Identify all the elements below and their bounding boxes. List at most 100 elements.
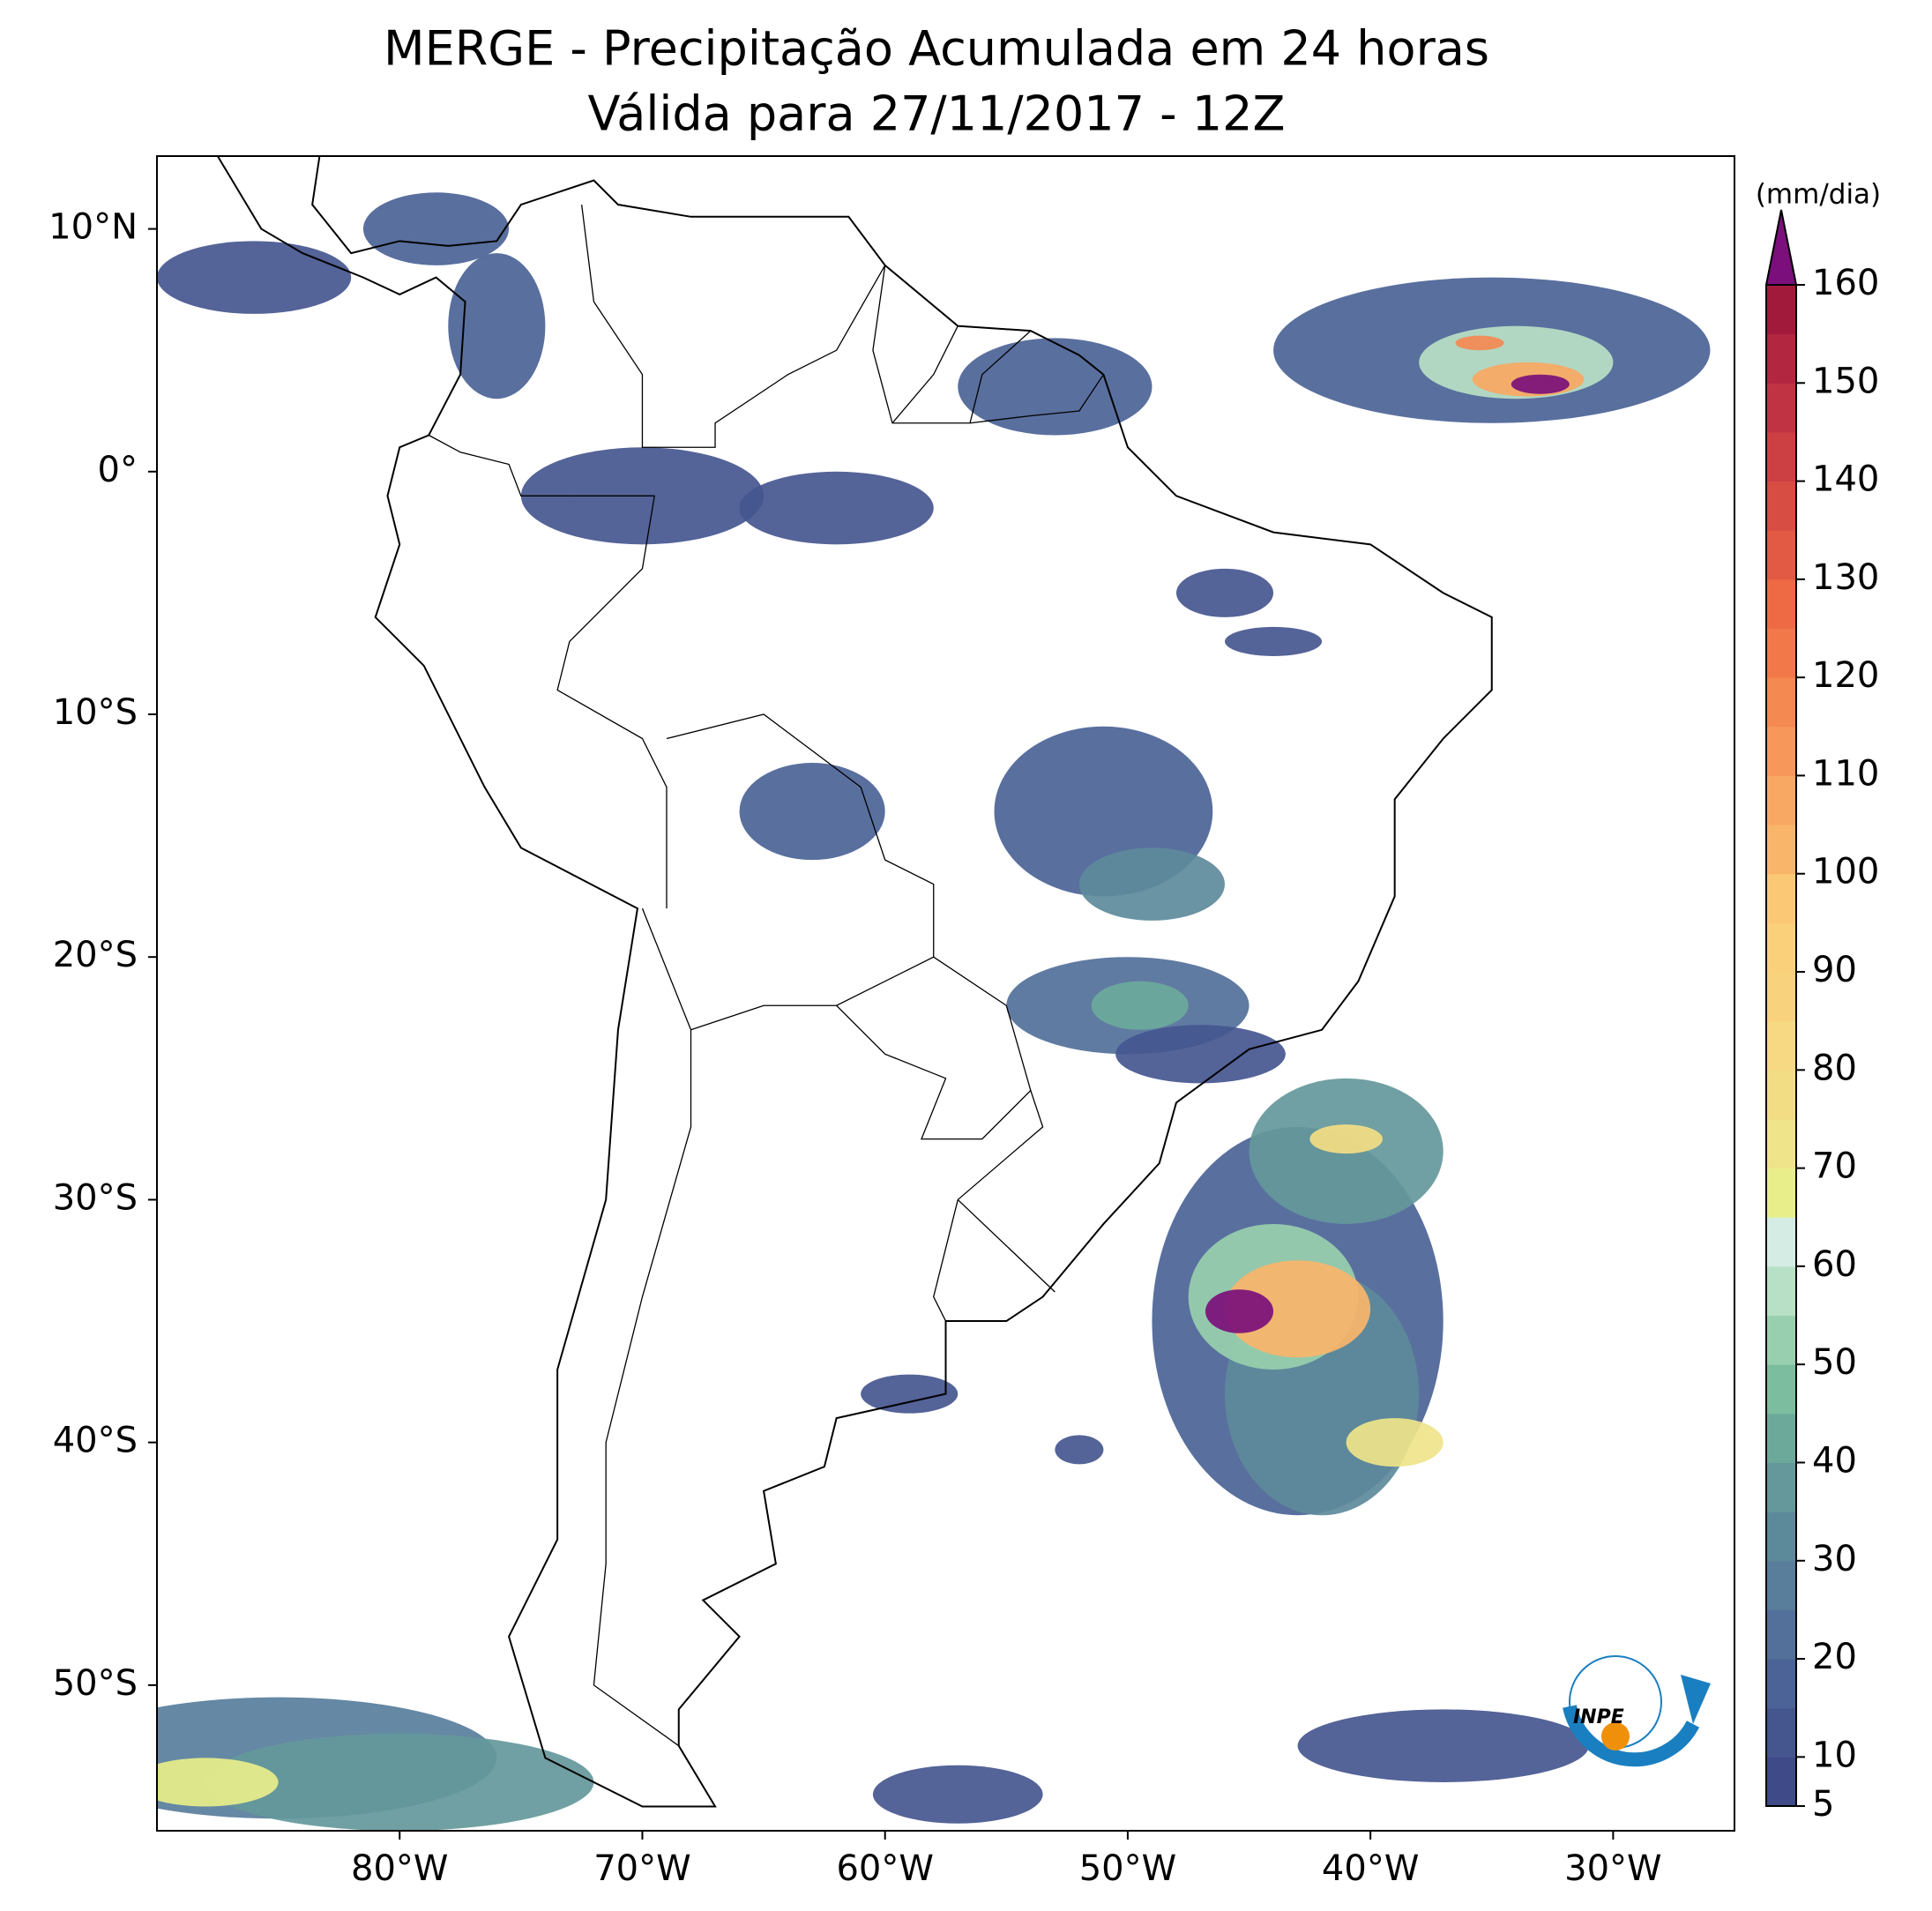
precip-area bbox=[739, 471, 934, 545]
border bbox=[933, 1090, 1044, 1322]
precip-area bbox=[1225, 1260, 1371, 1358]
colorbar-band bbox=[1766, 677, 1796, 728]
colorbar-unit: (mm/dia) bbox=[1756, 179, 1881, 211]
colorbar-band bbox=[1766, 1070, 1796, 1120]
precip-area bbox=[1205, 1289, 1274, 1333]
subtitle: Válida para 27/11/2017 - 12Z bbox=[588, 86, 1286, 142]
colorbar-band bbox=[1766, 333, 1796, 384]
colorbar-tick-label: 90 bbox=[1812, 950, 1857, 990]
logo-sun bbox=[1601, 1722, 1630, 1751]
colorbar-band bbox=[1766, 1168, 1796, 1218]
colorbar-tick-label: 50 bbox=[1812, 1342, 1857, 1383]
colorbar-tick-label: 10 bbox=[1812, 1735, 1857, 1775]
precip-area bbox=[1115, 1025, 1286, 1084]
title: MERGE - Precipitação Acumulada em 24 hor… bbox=[384, 21, 1489, 77]
border bbox=[891, 325, 959, 424]
colorbar-band bbox=[1766, 1707, 1796, 1758]
precip-area bbox=[1225, 626, 1323, 656]
border bbox=[666, 713, 935, 1031]
colorbar-band bbox=[1766, 1413, 1796, 1463]
logo-text: INPE bbox=[1573, 1706, 1624, 1728]
y-tick-label: 30°S bbox=[53, 1177, 138, 1218]
colorbar-tick-label: 20 bbox=[1812, 1637, 1857, 1677]
colorbar-band bbox=[1766, 972, 1796, 1022]
colorbar-band bbox=[1766, 922, 1796, 973]
y-tick-label: 20°S bbox=[53, 935, 138, 975]
y-tick-label: 10°N bbox=[48, 207, 138, 248]
colorbar-tick-label: 5 bbox=[1812, 1784, 1834, 1825]
colorbar-tick-label: 150 bbox=[1812, 361, 1879, 401]
x-tick-label: 60°W bbox=[836, 1848, 933, 1889]
colorbar-tick-label: 110 bbox=[1812, 753, 1879, 794]
y-tick-label: 10°S bbox=[53, 692, 138, 733]
colorbar-band bbox=[1766, 579, 1796, 630]
y-tick-label: 40°S bbox=[53, 1421, 138, 1461]
colorbar-band bbox=[1766, 1118, 1796, 1169]
border bbox=[872, 265, 1104, 424]
precip-area bbox=[958, 338, 1152, 436]
colorbar-tick-label: 120 bbox=[1812, 655, 1879, 696]
x-tick-label: 80°W bbox=[351, 1848, 448, 1889]
colorbar-tick-label: 130 bbox=[1812, 557, 1879, 598]
x-tick-label: 40°W bbox=[1322, 1848, 1419, 1889]
x-tick-label: 50°W bbox=[1079, 1848, 1176, 1889]
precip-area bbox=[872, 1765, 1043, 1824]
precip-area bbox=[1297, 1709, 1589, 1782]
colorbar-band bbox=[1766, 1757, 1796, 1807]
colorbar-band bbox=[1766, 873, 1796, 923]
precip-area bbox=[1055, 1435, 1104, 1465]
colorbar-band bbox=[1766, 1609, 1796, 1660]
border bbox=[969, 330, 1032, 423]
colorbar-band bbox=[1766, 530, 1796, 580]
colorbar-band bbox=[1766, 1462, 1796, 1512]
y-tick-label: 50°S bbox=[53, 1663, 138, 1704]
colorbar-frame bbox=[1765, 284, 1797, 1807]
border bbox=[556, 495, 668, 909]
colorbar-band bbox=[1766, 431, 1796, 482]
colorbar-band bbox=[1766, 1217, 1796, 1267]
colorbar-band bbox=[1766, 775, 1796, 825]
colorbar-tick-label: 100 bbox=[1812, 852, 1879, 892]
colorbar-tick-label: 80 bbox=[1812, 1048, 1857, 1088]
precip-area bbox=[157, 1758, 279, 1807]
precip-area bbox=[1511, 374, 1570, 394]
precip-area bbox=[739, 763, 885, 861]
colorbar-band bbox=[1766, 628, 1796, 678]
logo-arrow bbox=[1681, 1675, 1711, 1724]
border bbox=[593, 907, 692, 1747]
precip-area bbox=[448, 253, 546, 399]
logo: INPE bbox=[1563, 1655, 1711, 1767]
colorbar-band bbox=[1766, 285, 1796, 335]
border bbox=[957, 1198, 1056, 1293]
colorbar-tick-label: 70 bbox=[1812, 1146, 1857, 1187]
precip-area bbox=[205, 1733, 594, 1831]
colorbar-band bbox=[1766, 1265, 1796, 1317]
border bbox=[428, 434, 570, 496]
colorbar-band bbox=[1766, 1020, 1796, 1071]
border bbox=[836, 956, 1032, 1140]
colorbar-band bbox=[1766, 1512, 1796, 1562]
precip-area bbox=[1309, 1124, 1383, 1154]
colorbar-tick-label: 30 bbox=[1812, 1539, 1857, 1579]
colorbar-band bbox=[1766, 1659, 1796, 1709]
border bbox=[581, 204, 886, 448]
x-tick-label: 30°W bbox=[1564, 1848, 1661, 1889]
colorbar-tick-label: 140 bbox=[1812, 459, 1879, 500]
colorbar-tick-label: 160 bbox=[1812, 263, 1879, 303]
map-area bbox=[157, 156, 1711, 1831]
coastline bbox=[216, 156, 1493, 1808]
colorbar-band bbox=[1766, 481, 1796, 531]
colorbar-band bbox=[1766, 1560, 1796, 1610]
colorbar-band bbox=[1766, 383, 1796, 433]
precip-area bbox=[861, 1374, 959, 1414]
colorbar-tick-label: 40 bbox=[1812, 1440, 1857, 1481]
precip-area bbox=[157, 241, 352, 314]
colorbar-band bbox=[1766, 1315, 1796, 1365]
colorbar-band bbox=[1766, 1364, 1796, 1415]
precip-area bbox=[1346, 1418, 1443, 1467]
map-frame bbox=[156, 155, 1735, 1832]
colorbar-band bbox=[1766, 825, 1796, 875]
precip-area bbox=[1091, 981, 1189, 1030]
colorbar-tick-label: 60 bbox=[1812, 1244, 1857, 1285]
